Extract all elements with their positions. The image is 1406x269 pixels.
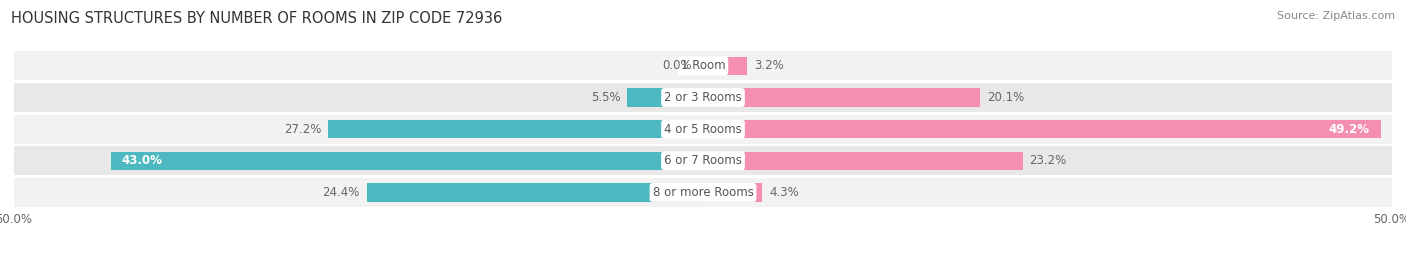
Text: 2 or 3 Rooms: 2 or 3 Rooms (664, 91, 742, 104)
Bar (703, 120, 1381, 138)
Text: 27.2%: 27.2% (284, 123, 322, 136)
Text: 43.0%: 43.0% (121, 154, 163, 167)
Bar (367, 183, 703, 201)
Bar (703, 152, 1022, 170)
Text: 4 or 5 Rooms: 4 or 5 Rooms (664, 123, 742, 136)
Bar (14, 178, 1392, 207)
Text: 5.5%: 5.5% (591, 91, 620, 104)
Text: 4.3%: 4.3% (769, 186, 799, 199)
Bar (328, 120, 703, 138)
Bar (703, 183, 762, 201)
Bar (14, 146, 1392, 175)
Bar (14, 115, 1392, 144)
Bar (703, 88, 980, 107)
Text: 8 or more Rooms: 8 or more Rooms (652, 186, 754, 199)
Bar (14, 51, 1392, 80)
Text: Source: ZipAtlas.com: Source: ZipAtlas.com (1277, 11, 1395, 21)
Text: 3.2%: 3.2% (754, 59, 783, 72)
Bar (111, 152, 703, 170)
Text: 0.0%: 0.0% (662, 59, 692, 72)
Text: 6 or 7 Rooms: 6 or 7 Rooms (664, 154, 742, 167)
Bar (627, 88, 703, 107)
Bar (14, 83, 1392, 112)
Text: 1 Room: 1 Room (681, 59, 725, 72)
Text: 20.1%: 20.1% (987, 91, 1024, 104)
Text: 24.4%: 24.4% (322, 186, 360, 199)
Bar (703, 57, 747, 75)
Text: 49.2%: 49.2% (1329, 123, 1369, 136)
Text: HOUSING STRUCTURES BY NUMBER OF ROOMS IN ZIP CODE 72936: HOUSING STRUCTURES BY NUMBER OF ROOMS IN… (11, 11, 502, 26)
Text: 23.2%: 23.2% (1029, 154, 1067, 167)
